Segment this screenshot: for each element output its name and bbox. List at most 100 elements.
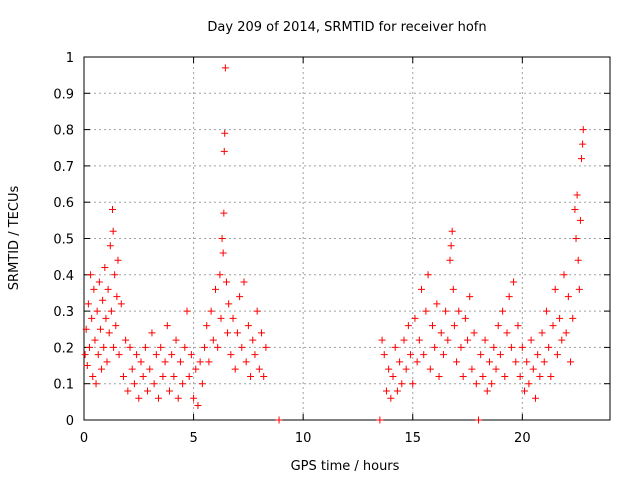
data-point	[98, 365, 106, 373]
data-point	[521, 387, 529, 395]
data-point	[216, 271, 224, 279]
data-point	[396, 358, 404, 366]
data-point	[382, 387, 390, 395]
data-point	[113, 293, 121, 301]
data-point	[435, 372, 443, 380]
data-point	[569, 314, 577, 322]
data-point	[99, 296, 107, 304]
data-point	[376, 416, 384, 424]
data-point	[201, 343, 209, 351]
y-tick-label: 0.2	[53, 341, 74, 356]
y-tick-label: 0	[66, 414, 74, 429]
data-point	[233, 329, 241, 337]
data-point	[91, 336, 99, 344]
data-point	[578, 155, 586, 163]
data-point	[572, 235, 580, 242]
y-tick-label: 0.3	[53, 305, 74, 320]
data-point	[391, 343, 399, 351]
data-point	[179, 380, 187, 388]
data-point	[404, 322, 412, 330]
data-point	[468, 365, 476, 373]
data-point	[87, 271, 95, 279]
data-point	[378, 336, 386, 344]
data-point	[112, 322, 120, 330]
y-tick-label: 0.4	[53, 269, 74, 284]
data-point	[481, 336, 489, 344]
data-point	[558, 336, 566, 344]
data-point	[165, 387, 173, 395]
data-point	[380, 351, 388, 359]
data-point	[449, 285, 457, 293]
data-point	[534, 351, 542, 359]
chart-title: Day 209 of 2014, SRMTID for receiver hof…	[207, 20, 486, 35]
data-point	[542, 307, 550, 315]
x-tick-label: 0	[80, 431, 88, 446]
data-point	[551, 285, 559, 293]
data-point	[574, 256, 582, 264]
x-axis-label: GPS time / hours	[291, 459, 400, 474]
data-point	[168, 351, 176, 359]
data-point	[461, 314, 469, 322]
data-point	[220, 147, 228, 155]
data-point	[148, 329, 156, 337]
data-point	[260, 372, 268, 380]
data-point	[244, 322, 252, 330]
data-point	[196, 358, 204, 366]
data-point	[219, 249, 227, 257]
data-point	[466, 293, 474, 301]
data-point	[576, 216, 584, 224]
data-point	[393, 387, 401, 395]
data-point	[209, 336, 217, 344]
data-point	[507, 343, 515, 351]
data-point	[236, 293, 244, 301]
data-point	[540, 358, 548, 366]
data-point	[221, 129, 229, 137]
data-point	[571, 205, 579, 213]
data-point	[157, 343, 165, 351]
data-point	[531, 394, 539, 402]
y-tick-label: 0.1	[53, 378, 74, 393]
data-point	[442, 307, 450, 315]
y-tick-label: 0.7	[53, 160, 74, 175]
data-point	[159, 372, 167, 380]
data-point	[518, 343, 526, 351]
data-point	[222, 278, 230, 286]
data-point	[89, 372, 97, 380]
data-point	[227, 351, 235, 359]
data-point	[187, 351, 195, 359]
data-point	[501, 372, 509, 380]
data-point	[203, 322, 211, 330]
data-point	[426, 365, 434, 373]
data-point	[117, 300, 125, 308]
data-point	[258, 329, 266, 337]
data-point	[385, 365, 393, 373]
data-point	[433, 300, 441, 308]
axis-ticks: 00.10.20.30.40.50.60.70.80.910 5 10 15 20	[53, 51, 610, 446]
data-point	[183, 307, 191, 315]
data-point	[128, 365, 136, 373]
data-point	[503, 329, 511, 337]
data-point	[139, 372, 147, 380]
data-point	[96, 325, 104, 333]
data-point	[115, 351, 123, 359]
data-point	[510, 278, 518, 286]
data-point	[496, 351, 504, 359]
data-point	[459, 372, 467, 380]
data-point	[579, 140, 587, 148]
data-point	[490, 343, 498, 351]
data-point	[439, 351, 447, 359]
data-point	[398, 380, 406, 388]
data-point	[400, 336, 408, 344]
data-point	[212, 285, 219, 293]
data-point	[238, 343, 246, 351]
data-point	[453, 358, 461, 366]
data-point	[217, 314, 225, 322]
data-point	[422, 307, 430, 315]
data-point	[104, 285, 112, 293]
data-point	[205, 358, 213, 366]
data-point	[545, 343, 553, 351]
y-axis-label: SRMTID / TECUs	[7, 186, 22, 291]
data-point	[424, 271, 432, 279]
data-point	[170, 372, 178, 380]
